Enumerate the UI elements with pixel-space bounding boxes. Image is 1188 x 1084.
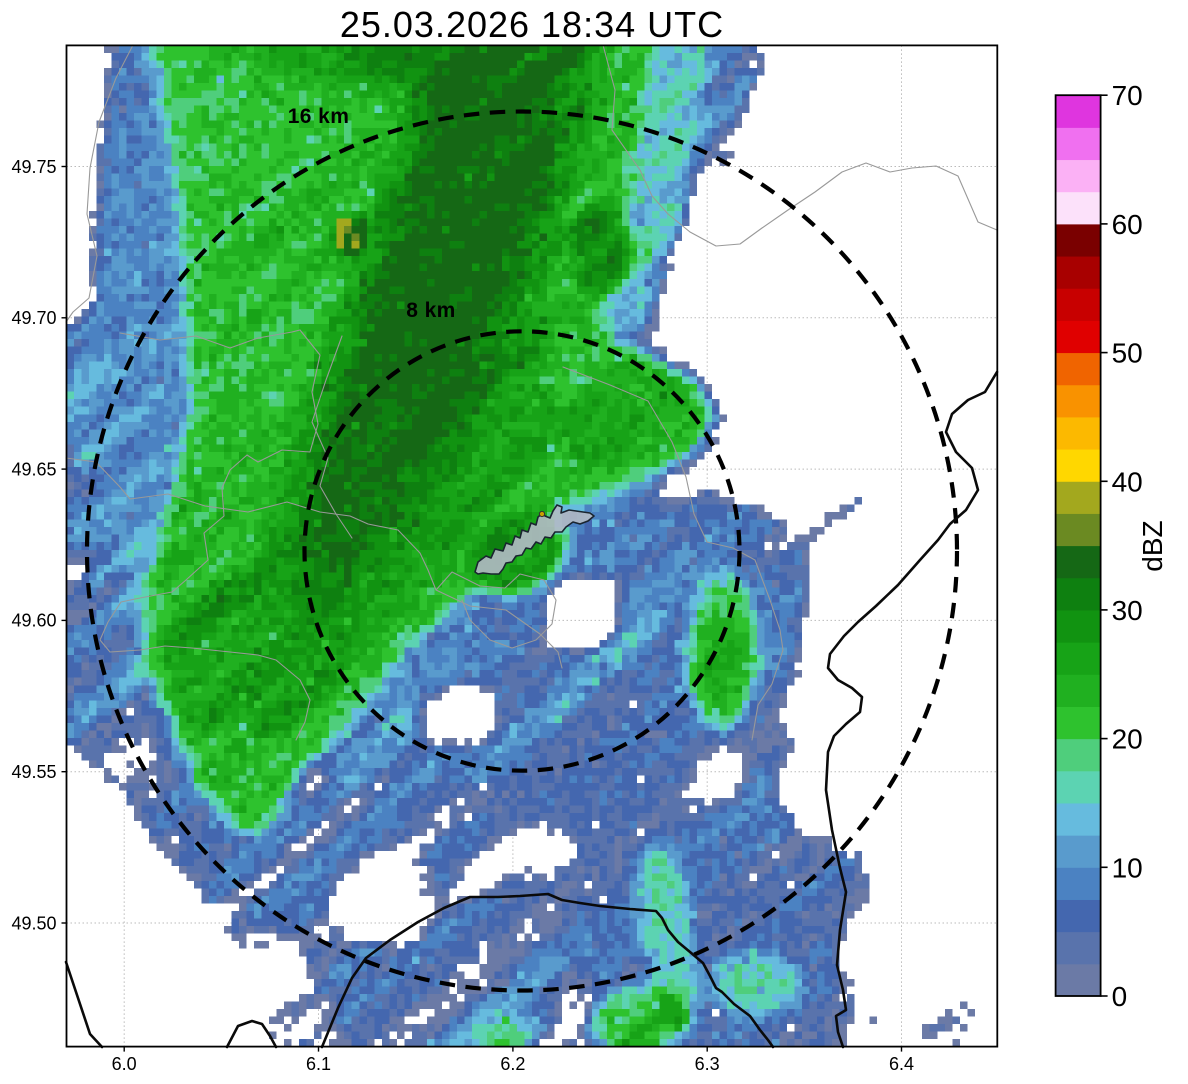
- svg-text:16 km: 16 km: [288, 105, 350, 128]
- svg-text:dBZ: dBZ: [1137, 520, 1168, 571]
- svg-text:50: 50: [1112, 338, 1143, 369]
- svg-text:25.03.2026 18:34 UTC: 25.03.2026 18:34 UTC: [340, 4, 724, 45]
- svg-text:49.75: 49.75: [11, 157, 56, 177]
- svg-text:60: 60: [1112, 209, 1143, 240]
- svg-text:6.0: 6.0: [112, 1054, 137, 1074]
- svg-text:6.4: 6.4: [889, 1054, 914, 1074]
- svg-text:6.2: 6.2: [500, 1054, 525, 1074]
- svg-text:49.60: 49.60: [11, 611, 56, 631]
- svg-text:20: 20: [1112, 724, 1143, 755]
- svg-text:70: 70: [1112, 80, 1143, 111]
- svg-text:30: 30: [1112, 595, 1143, 626]
- svg-text:40: 40: [1112, 466, 1143, 497]
- svg-text:49.50: 49.50: [11, 913, 56, 933]
- svg-text:8 km: 8 km: [406, 299, 455, 322]
- svg-text:49.70: 49.70: [11, 308, 56, 328]
- svg-text:49.65: 49.65: [11, 459, 56, 479]
- svg-text:49.55: 49.55: [11, 762, 56, 782]
- svg-text:6.1: 6.1: [306, 1054, 331, 1074]
- svg-text:0: 0: [1112, 981, 1128, 1012]
- svg-text:6.3: 6.3: [695, 1054, 720, 1074]
- svg-text:10: 10: [1112, 852, 1143, 883]
